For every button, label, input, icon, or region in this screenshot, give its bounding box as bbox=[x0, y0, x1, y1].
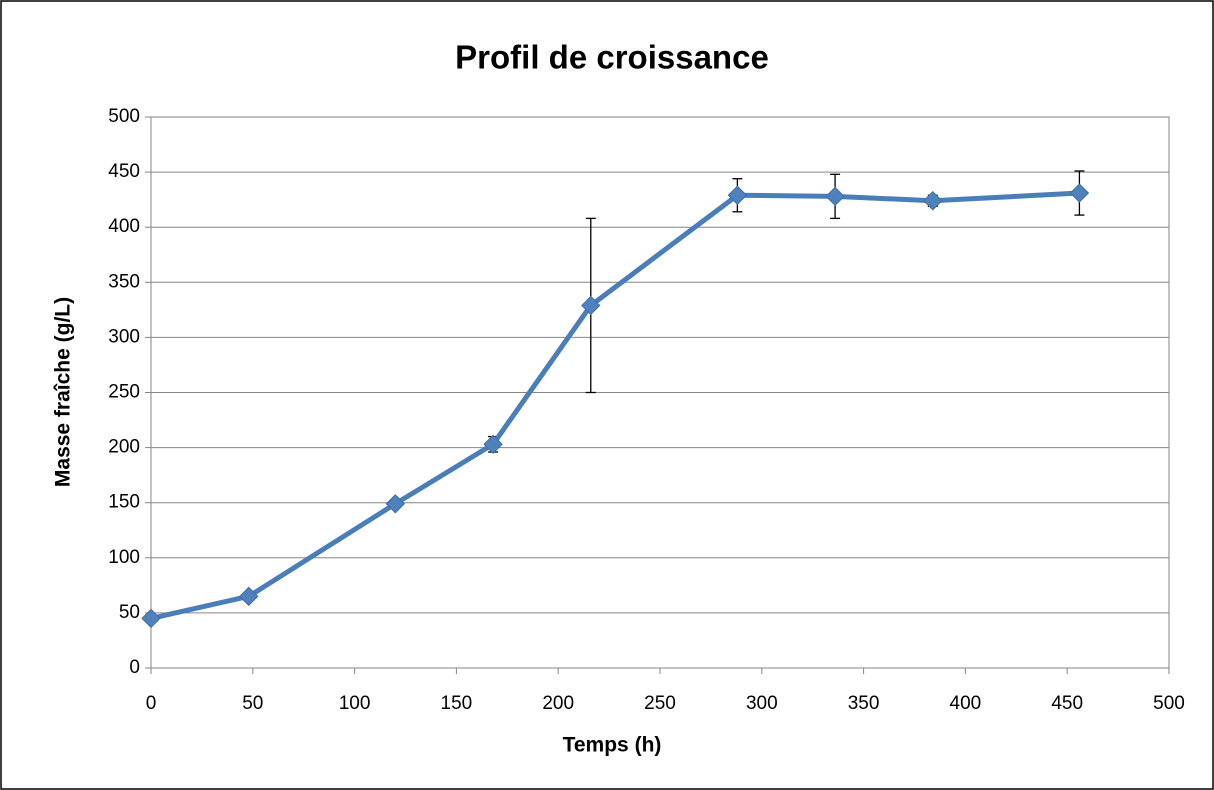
y-axis-label: Masse fraîche (g/L) bbox=[52, 297, 75, 487]
data-point bbox=[483, 434, 503, 455]
y-tick-label: 50 bbox=[119, 602, 140, 623]
y-tick-label: 250 bbox=[108, 382, 140, 403]
x-tick-label: 50 bbox=[242, 693, 263, 714]
x-tick-label: 300 bbox=[746, 693, 778, 714]
x-tick-label: 150 bbox=[441, 693, 473, 714]
y-tick-label: 400 bbox=[108, 216, 140, 237]
data-point bbox=[581, 295, 601, 316]
data-point bbox=[1069, 183, 1090, 203]
y-tick-label: 450 bbox=[108, 161, 140, 182]
x-tick-label: 350 bbox=[848, 693, 880, 714]
y-tick-label: 300 bbox=[108, 326, 140, 347]
chart-title: Profil de croissance bbox=[455, 39, 769, 76]
y-tick-label: 0 bbox=[129, 657, 140, 678]
y-tick-label: 150 bbox=[108, 492, 140, 513]
data-point bbox=[239, 586, 259, 607]
data-point bbox=[385, 494, 406, 514]
x-tick-label: 250 bbox=[644, 693, 676, 714]
x-tick-label: 500 bbox=[1153, 693, 1185, 714]
data-point bbox=[923, 191, 943, 211]
x-tick-label: 450 bbox=[1051, 693, 1083, 714]
x-axis-label: Temps (h) bbox=[563, 734, 662, 757]
x-tick-label: 200 bbox=[542, 693, 574, 714]
x-tick-label: 0 bbox=[146, 693, 157, 714]
data-point bbox=[825, 186, 845, 207]
data-point bbox=[141, 608, 161, 629]
data-point bbox=[727, 185, 748, 205]
y-tick-label: 100 bbox=[108, 547, 140, 568]
y-tick-label: 500 bbox=[108, 106, 140, 127]
y-tick-label: 200 bbox=[108, 437, 140, 458]
x-tick-label: 100 bbox=[339, 693, 371, 714]
y-tick-label: 350 bbox=[108, 271, 140, 292]
x-tick-label: 400 bbox=[950, 693, 982, 714]
